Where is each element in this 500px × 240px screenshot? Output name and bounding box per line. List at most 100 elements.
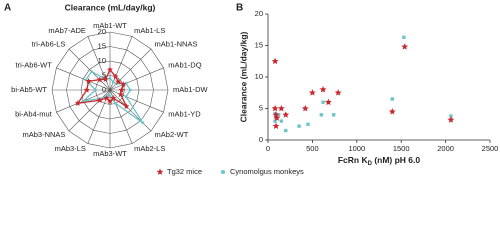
- y-tick-label: 15: [255, 40, 263, 49]
- star-marker: [85, 77, 92, 84]
- star-marker: [123, 103, 130, 109]
- category-label: mAb3-NNAS: [23, 130, 66, 139]
- square-marker: [279, 119, 283, 123]
- star-marker: [96, 97, 103, 103]
- x-tick-label: 1500: [393, 144, 410, 153]
- star-marker: [96, 76, 103, 83]
- star-marker: [272, 122, 280, 130]
- star-marker: [273, 114, 281, 121]
- star-marker: [120, 81, 127, 88]
- star-marker: [83, 86, 90, 93]
- star-marker: [112, 73, 119, 80]
- star-marker: [106, 98, 114, 105]
- y-axis-label: Clearance (mL/day/kg): [238, 31, 248, 122]
- category-label: mAb1-YD: [168, 109, 201, 118]
- category-label: tri-Ab6-LS: [32, 40, 66, 49]
- category-label: mAb7-ADE: [48, 26, 86, 35]
- category-label: mAb2-WT: [155, 130, 189, 139]
- star-marker: [388, 108, 396, 115]
- x-label-main: FcRn K: [338, 155, 369, 165]
- square-marker: [321, 100, 325, 104]
- category-label: mAb1-DQ: [168, 60, 202, 69]
- square-marker: [108, 94, 112, 98]
- r-tick-label: 20: [98, 27, 106, 36]
- legend-marker: [156, 168, 164, 175]
- square-marker: [100, 96, 104, 100]
- square-marker: [90, 70, 93, 73]
- square-marker: [94, 88, 97, 92]
- square-marker: [306, 122, 310, 126]
- star-marker: [271, 57, 279, 65]
- r-tick-label: 15: [98, 41, 106, 50]
- square-marker: [141, 121, 145, 125]
- y-tick-label: 5: [259, 103, 263, 112]
- star-marker: [118, 86, 125, 93]
- star-marker: [301, 104, 309, 112]
- star-marker: [115, 78, 122, 85]
- square-marker: [84, 78, 88, 82]
- legend: Tg32 mice Cynomolgus monkeys: [156, 167, 304, 176]
- r-tick-label: 10: [98, 56, 106, 65]
- category-label: mAb3-LS: [55, 144, 86, 153]
- category-label: tri-Ab6-WT: [16, 60, 53, 69]
- square-marker: [449, 114, 453, 118]
- category-label: mAb3-WT: [93, 149, 127, 158]
- panel-label: B: [236, 3, 243, 14]
- star-marker: [277, 104, 285, 112]
- legend-label: Cynomolgus monkeys: [230, 167, 304, 176]
- x-tick-label: 2000: [437, 144, 454, 153]
- category-label: mAb1-WT: [93, 21, 127, 30]
- panel-label: A: [4, 3, 11, 14]
- legend-marker: [221, 170, 225, 174]
- square-marker: [332, 113, 336, 117]
- star-marker: [319, 86, 327, 93]
- square-marker: [114, 102, 117, 105]
- square-marker: [124, 82, 128, 85]
- category-label: mAb2-LS: [134, 144, 165, 153]
- x-tick-label: 2500: [482, 144, 499, 153]
- x-axis-label: FcRn KD (nM) pH 6.0: [338, 155, 421, 166]
- star-marker: [110, 94, 117, 101]
- square-marker: [402, 35, 406, 39]
- square-marker: [276, 113, 281, 117]
- square-marker: [81, 99, 85, 103]
- category-label: bi-Ab5-WT: [11, 85, 47, 94]
- star-marker: [334, 89, 342, 96]
- figure: A Clearance (mL/day/kg) B 0 5 10 15 20mAb1-W…: [4, 2, 499, 176]
- star-marker: [271, 104, 279, 112]
- x-label-rest: (nM) pH 6.0: [372, 155, 420, 165]
- spoke: [109, 67, 164, 91]
- x-label-sub: D: [368, 161, 373, 167]
- square-marker: [319, 113, 323, 117]
- square-marker: [114, 82, 118, 86]
- square-marker: [108, 77, 112, 80]
- square-marker: [284, 128, 288, 133]
- category-label: bi-Ab4-mut: [15, 109, 53, 118]
- star-marker: [103, 94, 110, 101]
- star-marker: [308, 89, 316, 96]
- square-marker: [273, 119, 277, 123]
- star-marker: [106, 66, 114, 73]
- star-marker: [447, 116, 455, 123]
- x-tick-label: 0: [266, 144, 270, 153]
- legend-label: Tg32 mice: [167, 167, 202, 176]
- radar-title: Clearance (mL/day/kg): [65, 2, 156, 12]
- spoke: [109, 89, 152, 132]
- square-marker: [390, 97, 394, 101]
- star-marker: [272, 111, 280, 118]
- category-label: mAb1-DW: [173, 85, 209, 94]
- x-tick-label: 1000: [348, 144, 365, 153]
- r-tick-label: 0: [102, 85, 106, 94]
- x-tick-label: 500: [306, 144, 319, 153]
- spoke: [68, 48, 111, 91]
- spoke: [56, 67, 111, 91]
- y-tick-label: 0: [259, 135, 263, 144]
- star-marker: [401, 43, 409, 50]
- square-marker: [112, 80, 115, 84]
- square-marker: [124, 95, 128, 98]
- category-label: mAb1-LS: [134, 26, 165, 35]
- star-marker: [117, 91, 124, 98]
- square-marker: [106, 94, 110, 97]
- y-tick-label: 10: [255, 72, 263, 81]
- star-marker: [282, 111, 290, 118]
